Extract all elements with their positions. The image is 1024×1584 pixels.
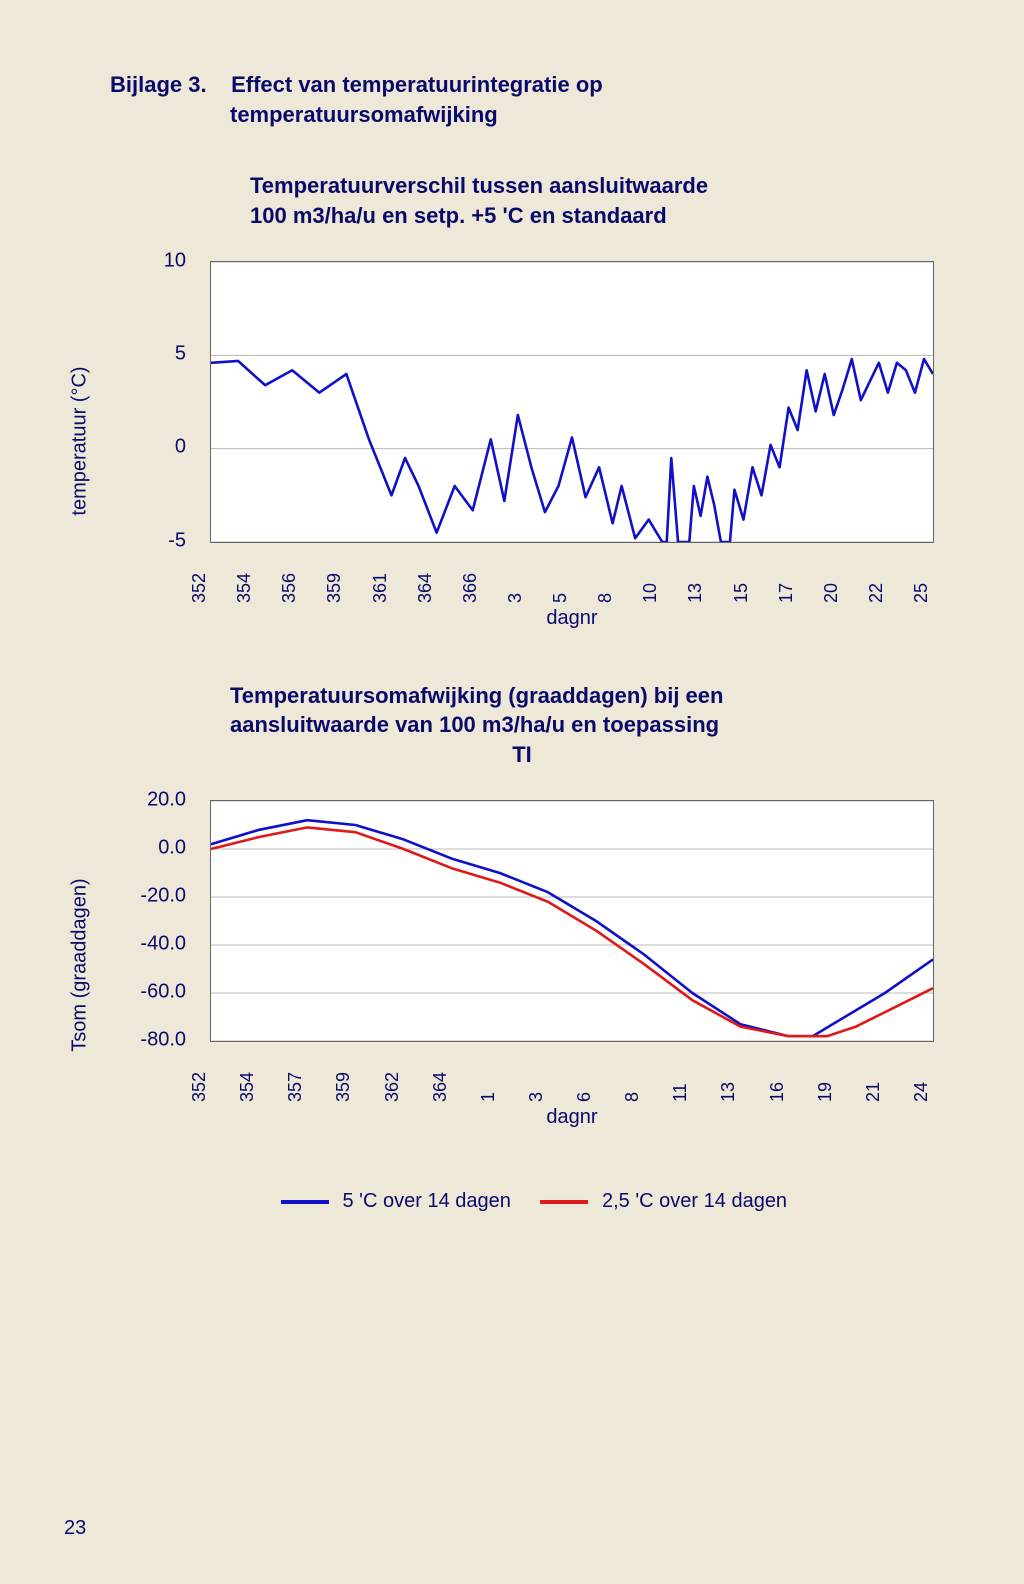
xtick: 19: [815, 1082, 836, 1102]
xtick: 354: [237, 1072, 258, 1102]
chart2-title-line1: Temperatuursomafwijking (graaddagen) bij…: [230, 683, 723, 708]
ytick: -5: [116, 529, 186, 552]
xtick: 5: [550, 593, 571, 603]
chart1-title-line1: Temperatuurverschil tussen aansluitwaard…: [250, 173, 708, 198]
xtick: 3: [526, 1092, 547, 1102]
ytick: -20.0: [116, 884, 186, 907]
chart1-title-line2: 100 m3/ha/u en setp. +5 'C en standaard: [250, 203, 667, 228]
chart2-legend: 5 'C over 14 dagen 2,5 'C over 14 dagen: [110, 1190, 934, 1213]
xtick: 20: [821, 583, 842, 603]
xtick: 21: [863, 1082, 884, 1102]
ytick: 10: [116, 249, 186, 272]
chart2-svg: [211, 801, 933, 1041]
xtick: 24: [911, 1082, 932, 1102]
heading-label: Bijlage 3.: [110, 72, 207, 97]
xtick: 357: [285, 1072, 306, 1102]
xtick: 1: [478, 1092, 499, 1102]
xtick: 359: [324, 573, 345, 603]
legend-label-a: 5 'C over 14 dagen: [342, 1190, 510, 1212]
page-number: 23: [64, 1517, 86, 1540]
heading-title: Effect van temperatuurintegratie op: [231, 72, 603, 97]
xtick: 22: [866, 583, 887, 603]
chart2-ylabel: Tsom (graaddagen): [69, 878, 92, 1051]
xtick: 8: [622, 1092, 643, 1102]
xtick: 6: [574, 1092, 595, 1102]
chart2-title: Temperatuursomafwijking (graaddagen) bij…: [230, 681, 934, 770]
legend-label-b: 2,5 'C over 14 dagen: [602, 1190, 787, 1212]
ytick: 20.0: [116, 788, 186, 811]
chart1-wrap: temperatuur (°C) 1050-5 3523543563593613…: [110, 261, 934, 621]
xtick: 366: [460, 573, 481, 603]
chart2-title-line2: aansluitwaarde van 100 m3/ha/u en toepas…: [230, 712, 719, 737]
chart2-title-line3: TI: [110, 740, 934, 770]
chart2-xticks: 3523543573593623641368111316192124: [210, 1046, 934, 1100]
xtick: 11: [670, 1083, 691, 1102]
page: Bijlage 3. Effect van temperatuurintegra…: [0, 0, 1024, 1584]
xtick: 17: [776, 583, 797, 603]
chart2-wrap: Tsom (graaddagen) 20.00.0-20.0-40.0-60.0…: [110, 800, 934, 1130]
xtick: 352: [189, 1072, 210, 1102]
ytick: 0: [116, 436, 186, 459]
xtick: 3: [505, 593, 526, 603]
chart1-svg: [211, 262, 933, 542]
xtick: 359: [333, 1072, 354, 1102]
xtick: 15: [731, 583, 752, 603]
legend-swatch-b: [540, 1200, 588, 1204]
xtick: 356: [279, 573, 300, 603]
xtick: 364: [430, 1072, 451, 1102]
ytick: 5: [116, 343, 186, 366]
chart1-title: Temperatuurverschil tussen aansluitwaard…: [250, 171, 934, 230]
xtick: 10: [640, 583, 661, 603]
heading-sub: temperatuursomafwijking: [230, 100, 934, 130]
chart1-plot: [210, 261, 934, 543]
chart2-yticks: 20.00.0-20.0-40.0-60.0-80.0: [136, 800, 186, 1040]
xtick: 361: [370, 573, 391, 603]
appendix-heading: Bijlage 3. Effect van temperatuurintegra…: [110, 70, 934, 129]
chart1-yticks: 1050-5: [136, 261, 186, 541]
ytick: -60.0: [116, 980, 186, 1003]
chart1-xticks: 35235435635936136436635810131517202225: [210, 547, 934, 601]
xtick: 354: [234, 573, 255, 603]
ytick: -80.0: [116, 1028, 186, 1051]
chart2-xlabel: dagnr: [210, 1106, 934, 1129]
xtick: 362: [382, 1072, 403, 1102]
xtick: 364: [415, 573, 436, 603]
xtick: 352: [189, 573, 210, 603]
chart2-plot: [210, 800, 934, 1042]
xtick: 8: [595, 593, 616, 603]
xtick: 16: [767, 1082, 788, 1102]
legend-swatch-a: [281, 1200, 329, 1204]
ytick: 0.0: [116, 836, 186, 859]
xtick: 13: [718, 1082, 739, 1102]
chart1-xlabel: dagnr: [210, 607, 934, 630]
chart1-ylabel: temperatuur (°C): [69, 366, 92, 515]
ytick: -40.0: [116, 932, 186, 955]
xtick: 25: [911, 583, 932, 603]
xtick: 13: [685, 583, 706, 603]
